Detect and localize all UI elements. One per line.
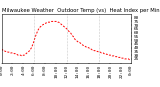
- Text: Milwaukee Weather  Outdoor Temp (vs)  Heat Index per Minute (Last 24 Hours): Milwaukee Weather Outdoor Temp (vs) Heat…: [2, 8, 160, 13]
